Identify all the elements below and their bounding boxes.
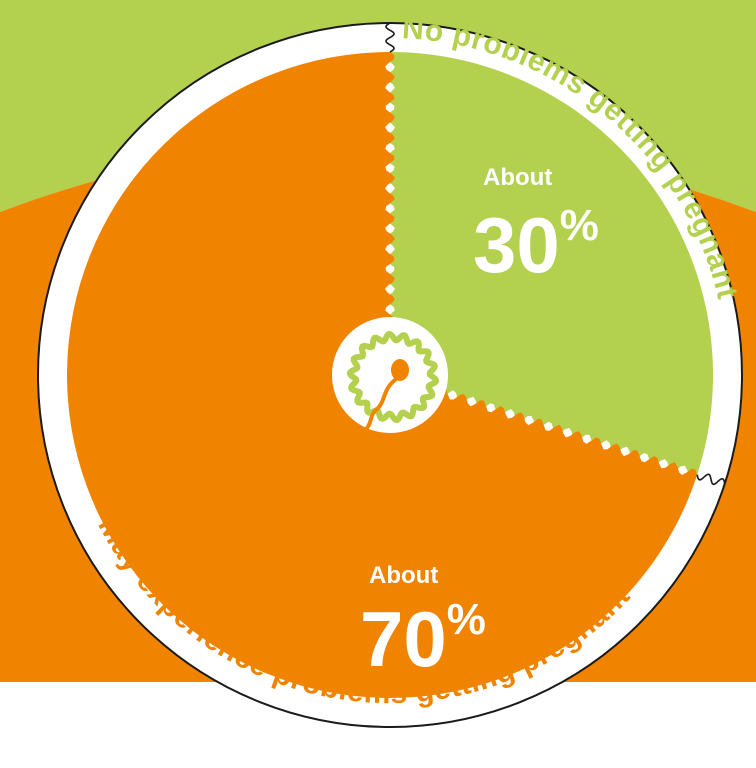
sperm-head bbox=[391, 359, 409, 381]
pie-slice-no-problems bbox=[385, 52, 714, 478]
ring-separator-top bbox=[385, 22, 395, 53]
data-label-value-may-experience: 70% bbox=[360, 595, 486, 683]
data-label-value-no-problems: 30% bbox=[473, 201, 599, 289]
data-label-prefix-may-experience: About bbox=[369, 562, 438, 589]
unit-no-problems: % bbox=[560, 201, 599, 250]
egg-outline bbox=[346, 330, 440, 424]
sperm-tail bbox=[365, 378, 397, 430]
ring-separator-right bbox=[696, 473, 726, 486]
unit-may-experience: % bbox=[447, 595, 486, 644]
value-may-experience: 70 bbox=[360, 595, 447, 683]
value-no-problems: 30 bbox=[473, 201, 560, 289]
data-label-prefix-no-problems: About bbox=[483, 164, 552, 191]
sperm-egg-icon bbox=[332, 317, 448, 433]
